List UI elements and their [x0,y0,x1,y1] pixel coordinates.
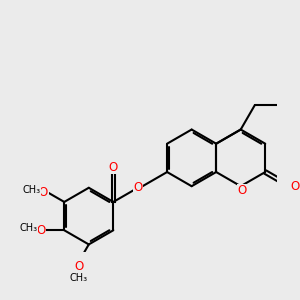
Text: O: O [238,184,247,197]
Text: O: O [74,260,83,273]
Text: O: O [39,185,48,199]
Text: O: O [36,224,45,237]
Text: O: O [291,180,300,193]
Text: O: O [109,161,118,174]
Text: CH₃: CH₃ [20,223,38,233]
Text: O: O [133,181,142,194]
Text: CH₃: CH₃ [70,273,88,283]
Text: CH₃: CH₃ [22,184,40,194]
